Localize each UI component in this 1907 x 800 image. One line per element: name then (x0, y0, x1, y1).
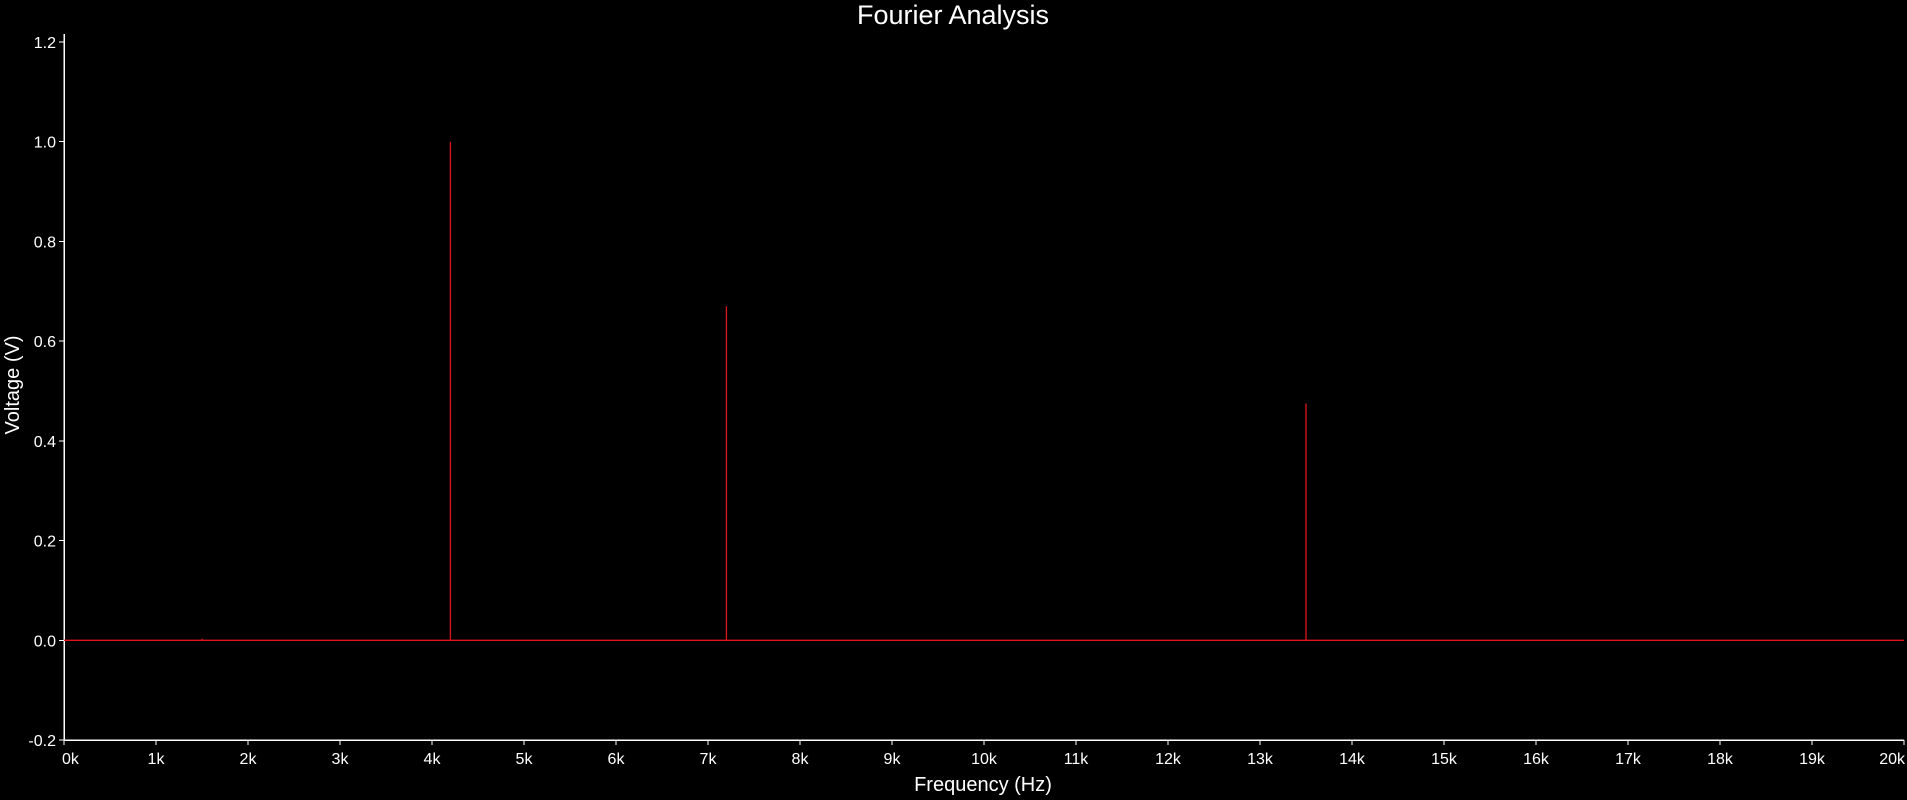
x-tick-label: 17k (1615, 751, 1642, 768)
x-tick-label: 0k (62, 751, 80, 768)
y-tick-label: 1.2 (34, 35, 56, 52)
x-tick-label: 16k (1523, 751, 1550, 768)
x-axis-label: Frequency (Hz) (914, 774, 1052, 796)
y-tick-label: 0.2 (34, 534, 56, 551)
x-tick-label: 2k (240, 751, 258, 768)
x-tick-label: 18k (1707, 751, 1734, 768)
y-tick-label: 1.0 (34, 135, 56, 152)
series-line (64, 141, 1904, 641)
x-tick-label: 7k (700, 751, 718, 768)
y-tick-label: 0.4 (34, 434, 56, 451)
x-tick-label: 9k (884, 751, 902, 768)
x-tick-label: 3k (332, 751, 350, 768)
x-tick-label: 19k (1799, 751, 1826, 768)
x-tick-label: 1k (148, 751, 166, 768)
y-tick-label: 0.0 (34, 633, 56, 650)
chart-title: Fourier Analysis (857, 0, 1049, 30)
x-tick-label: 12k (1155, 751, 1182, 768)
x-tick-label: 10k (971, 751, 998, 768)
x-tick-label: 15k (1431, 751, 1458, 768)
y-tick-label: 0.6 (34, 334, 56, 351)
y-ticks: -0.2 0.0 0.2 0.4 0.6 0.8 1.0 1.2 (28, 35, 64, 750)
x-tick-label: 5k (516, 751, 534, 768)
y-tick-label: 0.8 (34, 234, 56, 251)
x-tick-label: 20k (1879, 751, 1906, 768)
x-ticks: 0k 1k 2k 3k 4k 5k 6k 7k 8k 9k 10k 11k 12k 13k 14k 15k 16… (62, 740, 1906, 768)
x-tick-label: 11k (1064, 751, 1090, 768)
x-tick-label: 14k (1339, 751, 1366, 768)
x-tick-label: 8k (792, 751, 810, 768)
y-axis-label: Voltage (V) (2, 336, 24, 435)
y-tick-label: -0.2 (28, 733, 56, 750)
x-tick-label: 13k (1247, 751, 1274, 768)
series-group (64, 141, 1904, 641)
x-tick-label: 4k (424, 751, 442, 768)
x-tick-label: 6k (608, 751, 626, 768)
